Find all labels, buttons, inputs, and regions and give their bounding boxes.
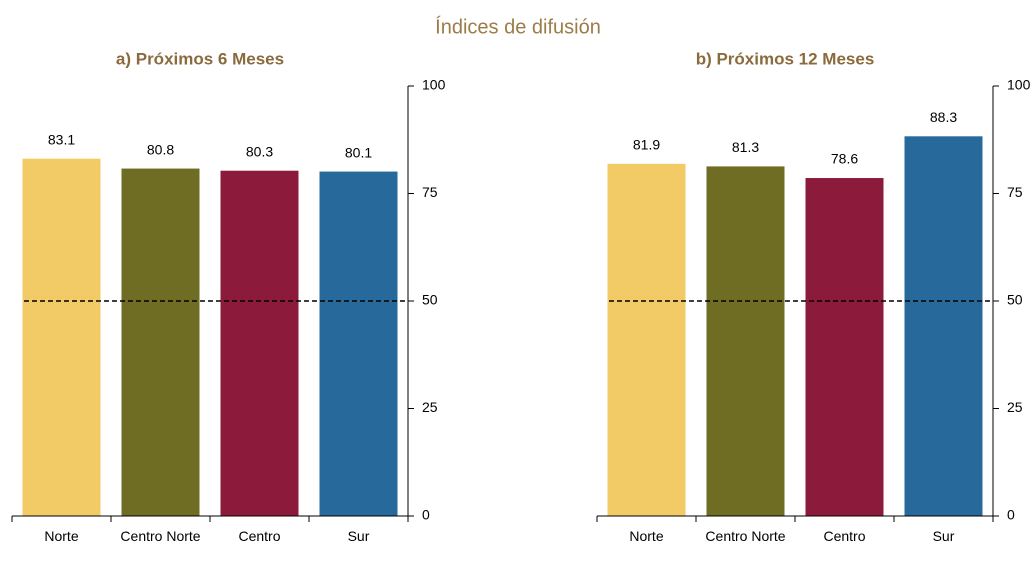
bar bbox=[706, 166, 785, 516]
y-tick-label: 25 bbox=[1007, 399, 1023, 415]
chart-title: b) Próximos 12 Meses bbox=[696, 49, 875, 68]
y-tick-label: 25 bbox=[422, 399, 438, 415]
bar bbox=[805, 178, 884, 516]
value-label: 83.1 bbox=[48, 131, 75, 147]
bar bbox=[904, 136, 983, 516]
x-tick-label: Centro Norte bbox=[705, 528, 786, 544]
x-tick-label: Sur bbox=[932, 528, 955, 544]
y-tick-label: 100 bbox=[422, 77, 446, 93]
bar bbox=[319, 171, 398, 516]
x-tick-label: Norte bbox=[629, 528, 664, 544]
subtitle: Índices de difusión bbox=[435, 15, 601, 38]
value-label: 80.1 bbox=[345, 144, 372, 160]
chart-title: a) Próximos 6 Meses bbox=[116, 49, 284, 68]
y-tick-label: 50 bbox=[1007, 292, 1023, 308]
bar bbox=[121, 168, 200, 516]
y-tick-label: 0 bbox=[422, 507, 430, 523]
y-tick-label: 50 bbox=[422, 292, 438, 308]
x-tick-label: Centro Norte bbox=[120, 528, 201, 544]
bar bbox=[607, 163, 686, 516]
y-tick-label: 0 bbox=[1007, 507, 1015, 523]
x-tick-label: Norte bbox=[44, 528, 79, 544]
value-label: 80.8 bbox=[147, 141, 174, 157]
x-tick-label: Centro bbox=[238, 528, 281, 544]
value-label: 78.6 bbox=[831, 151, 858, 167]
value-label: 81.3 bbox=[732, 139, 759, 155]
y-tick-label: 100 bbox=[1007, 77, 1031, 93]
value-label: 80.3 bbox=[246, 143, 273, 159]
bar bbox=[220, 170, 299, 516]
value-label: 81.9 bbox=[633, 137, 660, 153]
y-tick-label: 75 bbox=[1007, 184, 1023, 200]
y-tick-label: 75 bbox=[422, 184, 438, 200]
bar bbox=[22, 158, 101, 517]
x-tick-label: Centro bbox=[823, 528, 866, 544]
value-label: 88.3 bbox=[930, 109, 957, 125]
x-tick-label: Sur bbox=[347, 528, 370, 544]
